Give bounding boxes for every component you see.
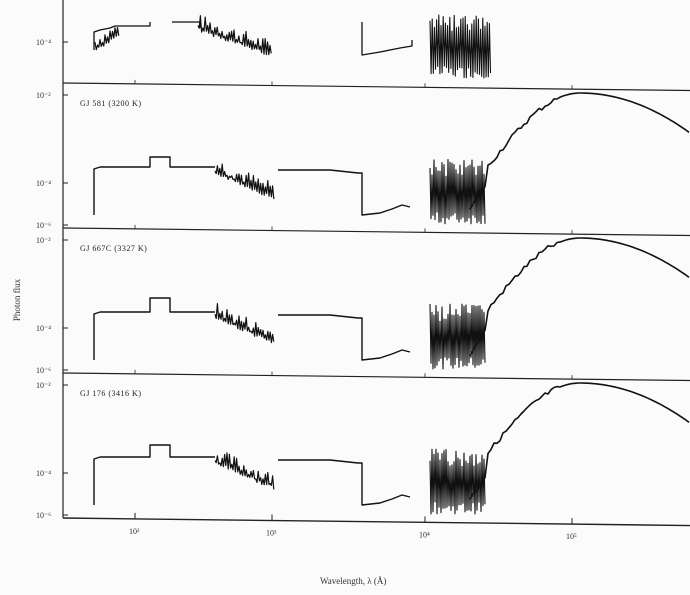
spectrum-infrared <box>469 382 690 500</box>
spectrum-infrared <box>469 92 690 210</box>
x-axis-title: Wavelength, λ (Å) <box>320 576 386 586</box>
y-tick-label: 10⁻² <box>36 236 51 245</box>
y-tick-label: 10⁻⁴ <box>36 324 51 333</box>
spectrum-x-ray <box>93 22 151 50</box>
spectrum-xray-edge <box>93 166 101 215</box>
x-tick-label: 10⁴ <box>419 530 430 539</box>
spectrum-continuum-plateau <box>278 169 411 216</box>
panel-divider <box>62 227 690 237</box>
spectrum-optical-dense <box>429 159 486 225</box>
y-tick-label: 10⁻⁴ <box>36 469 51 478</box>
spectrum-optical-gap <box>361 22 413 56</box>
panel-label: GJ 176 (3416 K) <box>80 389 142 398</box>
panel-divider <box>62 372 690 382</box>
spectrum-fuv <box>172 21 201 28</box>
spectrum-infrared <box>469 237 690 357</box>
spectrum-optical-dense <box>429 448 486 515</box>
spectrum-xray-edge <box>93 311 101 360</box>
spectrum-nuv-lines <box>197 15 272 56</box>
y-tick-label: 10⁻² <box>36 91 51 100</box>
y-tick-label: 10⁻⁴ <box>36 38 51 47</box>
panel-divider <box>62 82 690 92</box>
y-tick-label: 10⁻⁶ <box>36 366 51 375</box>
spectrum-fuv-step <box>100 444 215 458</box>
spectrum-xray-edge <box>93 456 101 505</box>
x-axis-line <box>62 517 690 527</box>
x-tick-label: 10² <box>129 527 140 536</box>
spectrum-nuv-lines <box>214 163 275 200</box>
spectrum-fuv-step <box>100 156 215 168</box>
spectrum-euv-lines <box>94 27 120 51</box>
spectrum-nuv-lines <box>214 303 275 344</box>
y-tick-label: 10⁻² <box>36 381 51 390</box>
spectrum-optical-dense <box>429 14 492 79</box>
spectrum-continuum-plateau <box>278 314 411 361</box>
panel-label: GJ 581 (3200 K) <box>80 99 142 108</box>
y-tick-label: 10⁻⁶ <box>36 221 51 230</box>
panel-label: GJ 667C (3327 K) <box>80 244 147 253</box>
y-axis-title: Photon flux <box>12 278 22 321</box>
spectrum-nuv-lines <box>214 452 275 490</box>
y-tick-label: 10⁻⁴ <box>36 179 51 188</box>
y-tick-label: 10⁻⁶ <box>36 511 51 520</box>
x-tick-label: 10³ <box>266 529 277 538</box>
spectrum-continuum-plateau <box>278 459 411 506</box>
spectrum-optical-dense <box>429 303 486 370</box>
x-tick-label: 10⁵ <box>566 532 577 541</box>
spectrum-fuv-step <box>100 297 215 313</box>
